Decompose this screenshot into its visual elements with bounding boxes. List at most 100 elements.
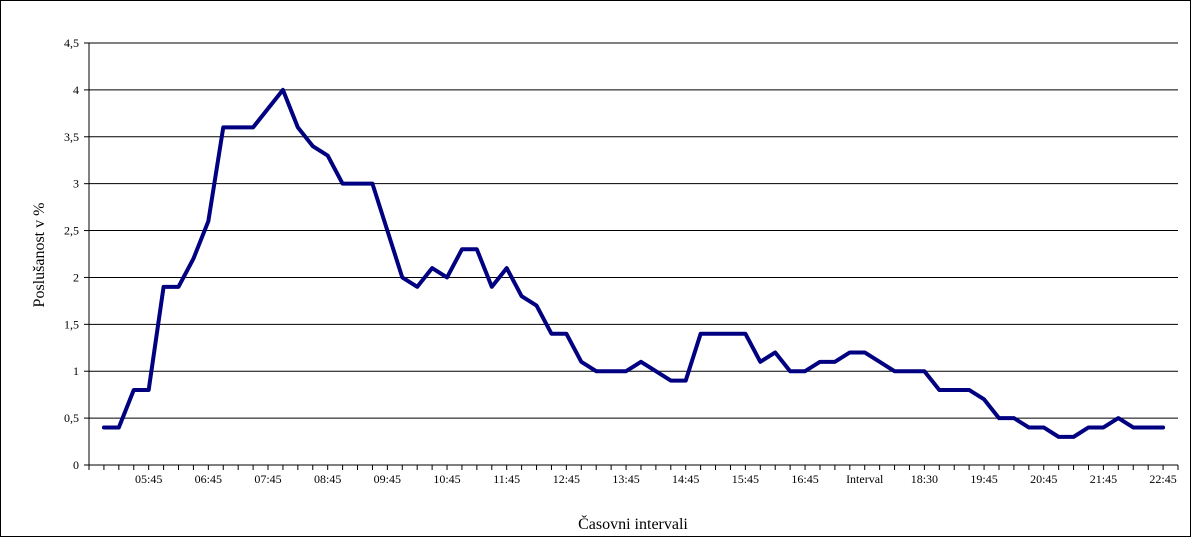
data-point [266,107,270,111]
y-tick-label: 4,5 [64,36,79,50]
data-point [1146,425,1150,429]
data-point [117,425,121,429]
data-point [1072,435,1076,439]
data-point [520,294,524,298]
data-point [505,266,509,270]
data-point [684,379,688,383]
y-tick-label: 2,5 [64,224,79,238]
data-point [177,285,181,289]
data-point [639,360,643,364]
data-point [1086,425,1090,429]
x-tick-label: 12:45 [553,472,580,486]
data-point [415,285,419,289]
data-point [251,125,255,129]
x-tick-label: 22:45 [1149,472,1176,486]
x-tick-label: 16:45 [791,472,818,486]
x-tick-label: 15:45 [732,472,759,486]
data-point [1057,435,1061,439]
data-point [907,369,911,373]
y-tick-label: 3 [73,177,79,191]
data-point [609,369,613,373]
data-point [296,125,300,129]
data-point [1027,425,1031,429]
y-tick-label: 1 [73,364,79,378]
data-point [982,397,986,401]
gridlines [89,42,1178,419]
y-tick-label: 3,5 [64,130,79,144]
y-tick-label: 0 [73,458,79,472]
data-point [356,182,360,186]
data-point [937,388,941,392]
data-point [236,125,240,129]
y-tick-label: 1,5 [64,317,79,331]
data-point [475,247,479,251]
series-line [101,87,1166,439]
data-point [758,360,762,364]
data-point [788,369,792,373]
data-point [1116,416,1120,420]
data-point [579,360,583,364]
data-point [714,332,718,336]
x-tick-label: 08:45 [314,472,341,486]
x-axis-title: Časovni intervali [578,514,688,533]
x-tick-label: Interval [846,472,884,486]
x-tick-label: 07:45 [254,472,281,486]
data-point [654,369,658,373]
y-axis-title: Poslušanost v % [31,203,48,308]
data-point [430,266,434,270]
tick-labels: 0 0,5 1 1,5 2 2,5 3 3,5 4 4,5 05:45 06:45 07:45 08:45… [64,36,1177,486]
data-point [564,332,568,336]
data-point [594,369,598,373]
data-point [997,416,1001,420]
y-tick-label: 4 [73,83,79,97]
data-point [132,388,136,392]
x-tick-label: 13:45 [612,472,639,486]
data-point [952,388,956,392]
data-point [535,304,539,308]
y-tick-label: 2 [73,270,79,284]
axes [84,42,1179,470]
data-point [445,275,449,279]
data-point [1101,425,1105,429]
x-tick-label: 11:45 [493,472,520,486]
data-point [818,360,822,364]
data-point [1131,425,1135,429]
data-point [728,332,732,336]
x-tick-label: 09:45 [374,472,401,486]
data-point [699,332,703,336]
y-tick-label: 0,5 [64,411,79,425]
data-point [326,154,330,158]
data-point [221,125,225,129]
data-point [549,332,553,336]
x-tick-label: 05:45 [135,472,162,486]
data-point [848,350,852,354]
x-tick-label: 18:30 [911,472,938,486]
data-point [922,369,926,373]
data-point [341,182,345,186]
data-point [162,285,166,289]
data-point [400,275,404,279]
data-point [102,425,106,429]
data-point [878,360,882,364]
x-tick-label: 06:45 [195,472,222,486]
data-point [743,332,747,336]
x-tick-label: 21:45 [1090,472,1117,486]
data-point [669,379,673,383]
series-layer [101,87,1166,439]
data-point [893,369,897,373]
data-point [1161,425,1165,429]
data-point [191,257,195,261]
data-point [1042,425,1046,429]
x-tick-label: 19:45 [970,472,997,486]
data-point [206,219,210,223]
x-tick-label: 20:45 [1030,472,1057,486]
data-point [385,229,389,233]
data-point [311,144,315,148]
data-point [863,350,867,354]
data-point [281,88,285,92]
x-tick-label: 14:45 [672,472,699,486]
data-point [147,388,151,392]
data-point [833,360,837,364]
data-point [803,369,807,373]
